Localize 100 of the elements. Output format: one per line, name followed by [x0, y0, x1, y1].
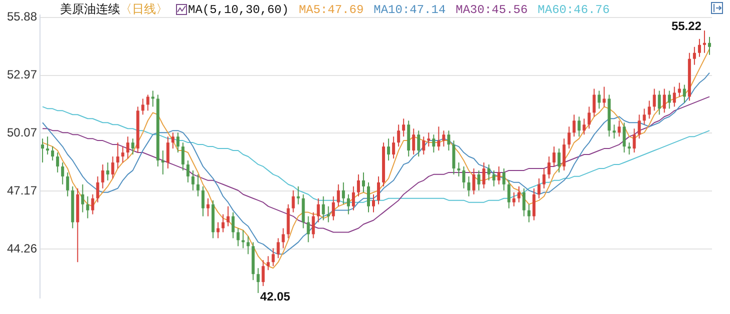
candlestick: [568, 126, 571, 150]
candlestick: [151, 90, 154, 108]
chart-title: 美原油连续: [60, 1, 120, 18]
candlestick: [542, 168, 546, 189]
candlestick: [462, 166, 466, 189]
candlestick: [652, 88, 656, 112]
candlestick: [507, 180, 510, 209]
candlestick: [91, 194, 94, 215]
candlestick: [206, 198, 210, 217]
candlestick: [477, 170, 480, 191]
candlestick: [242, 230, 245, 249]
annotation: 42.05: [260, 289, 291, 304]
candlestick: [126, 136, 130, 159]
candlestick: [262, 260, 265, 287]
candlestick: [222, 214, 225, 233]
candlestick: [622, 122, 626, 154]
candlestick: [672, 86, 676, 108]
candlestick: [352, 186, 355, 211]
candlestick: [628, 142, 631, 156]
candlestick: [678, 82, 681, 98]
text: MA30:45.56: [456, 2, 528, 16]
candlestick: [427, 132, 430, 148]
y-tick-label: 44.26: [7, 241, 38, 256]
candlestick: [226, 206, 230, 227]
candlestick: [232, 212, 235, 239]
candlestick: [366, 182, 370, 213]
candlestick: [582, 118, 586, 136]
candlestick: [316, 198, 320, 223]
candlestick: [332, 196, 335, 221]
candlestick: [181, 142, 184, 171]
candlestick: [56, 152, 60, 173]
candlestick: [101, 164, 104, 189]
candlestick: [246, 236, 250, 255]
candlestick: [387, 138, 390, 161]
candlestick: [302, 194, 305, 229]
candlestick: [682, 84, 686, 104]
candlestick: [346, 194, 350, 215]
candlestick: [96, 176, 100, 203]
candlestick: [612, 124, 616, 140]
candlestick: [282, 228, 285, 249]
candlestick: [638, 114, 641, 140]
candlestick: [412, 128, 416, 156]
candlestick: [602, 86, 606, 108]
y-tick-label: 47.17: [7, 183, 38, 198]
candlestick: [41, 138, 44, 163]
candlestick: [272, 248, 275, 267]
candlestick: [417, 130, 420, 157]
y-tick-label: 50.07: [7, 125, 38, 140]
candlestick: [467, 176, 470, 197]
candlestick: [111, 156, 114, 179]
candlestick: [131, 138, 134, 156]
candlestick: [312, 212, 315, 239]
candlestick: [472, 168, 476, 195]
candlestick: [342, 182, 345, 205]
candlestick: [648, 100, 651, 120]
candlestick: [166, 136, 170, 169]
candlestick: [392, 136, 396, 159]
candlestick: [306, 216, 310, 243]
candlestick: [492, 170, 496, 187]
candlestick: [191, 170, 194, 191]
candlestick: [86, 196, 90, 219]
candlestick: [497, 166, 500, 185]
candlestick: [326, 206, 330, 223]
candlestick: [266, 256, 270, 271]
candlestick: [452, 140, 456, 175]
candlestick: [161, 150, 164, 175]
candlestick: [292, 190, 295, 213]
candlestick: [522, 188, 526, 217]
candlestick: [692, 46, 696, 66]
candlestick: [106, 162, 110, 181]
candlestick: [121, 146, 124, 163]
candlestick: [512, 192, 516, 207]
candlestick: [176, 132, 180, 154]
chart-subtitle: 〈日线〉: [120, 1, 168, 18]
candlestick: [517, 186, 520, 203]
candlestick: [698, 38, 701, 58]
candlestick: [532, 188, 536, 221]
y-tick-label: 55.88: [7, 10, 38, 24]
candlestick: [442, 130, 446, 148]
candlestick: [487, 164, 490, 181]
candlestick: [276, 238, 280, 259]
candlestick: [296, 186, 300, 205]
y-tick-label: 52.97: [7, 68, 38, 82]
candlestick: [397, 124, 400, 148]
candlestick: [632, 128, 636, 154]
candlestick: [598, 90, 601, 110]
candlestick: [527, 204, 530, 223]
candlestick: [146, 94, 150, 112]
candlestick: [662, 88, 666, 114]
candlestick: [437, 126, 440, 152]
candlestick: [562, 138, 566, 171]
annotation: 55.22: [671, 18, 702, 33]
candlestick: [116, 142, 120, 169]
candlestick: [578, 116, 581, 138]
candlestick: [377, 176, 380, 205]
annotation: MA(5,10,30,60): [188, 2, 289, 16]
text: MA5:47.69: [298, 2, 364, 16]
candlestick: [336, 184, 340, 207]
candlestick: [61, 162, 64, 185]
candlestick: [372, 194, 376, 213]
